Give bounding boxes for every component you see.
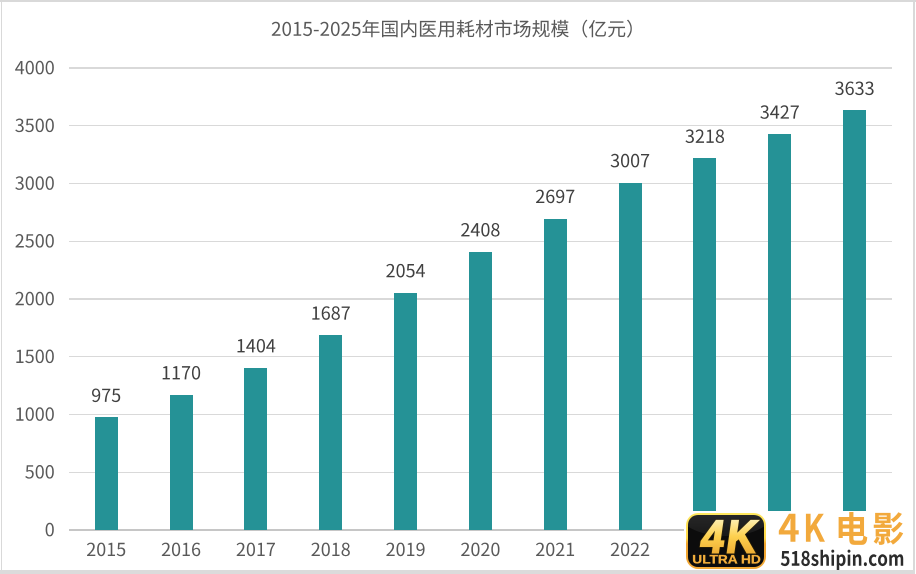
svg-text:ULTRA HD: ULTRA HD — [692, 552, 761, 566]
svg-text:4K: 4K — [698, 511, 763, 563]
svg-text:4K: 4K — [698, 511, 763, 563]
